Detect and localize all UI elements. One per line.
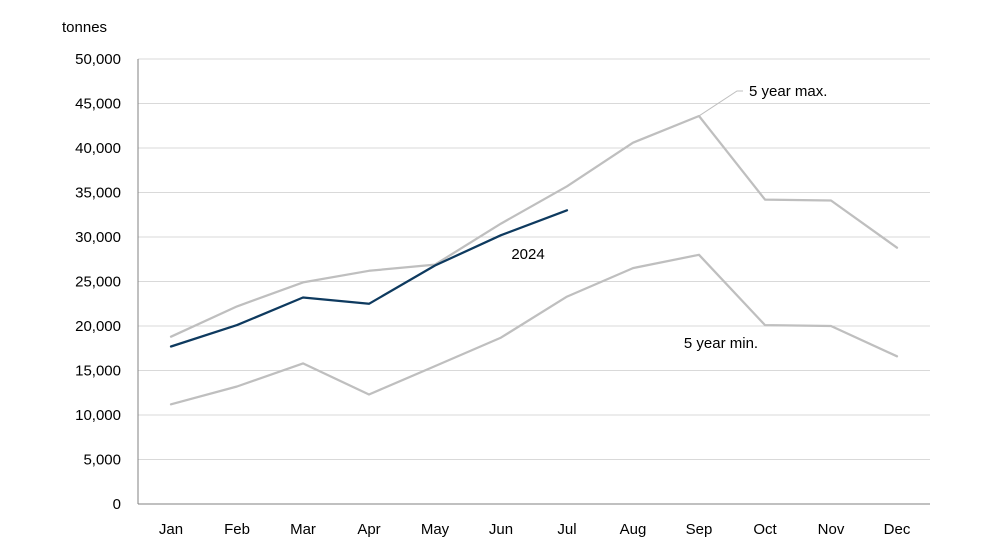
series-line-0 xyxy=(169,114,899,338)
x-tick-label: Oct xyxy=(753,521,777,538)
y-axis-unit-label: tonnes xyxy=(62,19,107,36)
series-label-5-year-min: 5 year min. xyxy=(684,335,758,352)
x-tick-label: Feb xyxy=(224,521,250,538)
y-tick-label: 30,000 xyxy=(75,229,121,246)
y-tick-label: 40,000 xyxy=(75,140,121,157)
y-tick-label: 35,000 xyxy=(75,185,121,202)
y-tick-label: 0 xyxy=(113,496,121,513)
series-label-5-year-max: 5 year max. xyxy=(749,83,827,100)
series-line-1 xyxy=(169,253,899,406)
x-tick-label: Jun xyxy=(489,521,513,538)
y-tick-label: 45,000 xyxy=(75,96,121,113)
x-tick-label: Aug xyxy=(620,521,647,538)
y-tick-label: 20,000 xyxy=(75,318,121,335)
x-tick-label: Jan xyxy=(159,521,183,538)
gridlines xyxy=(138,58,930,460)
x-tick-label: Dec xyxy=(884,521,911,538)
x-tick-label: Nov xyxy=(818,521,845,538)
series-line-2 xyxy=(169,209,569,348)
y-tick-label: 15,000 xyxy=(75,363,121,380)
y-tick-label: 5,000 xyxy=(83,452,121,469)
max-label-leader-line xyxy=(698,90,743,117)
axes xyxy=(137,59,930,505)
x-tick-label: Apr xyxy=(357,521,380,538)
x-tick-label: Jul xyxy=(557,521,576,538)
labels: 0 5,000 10,000 15,000 20,000 25,000 30,000 35,0… xyxy=(62,19,911,538)
y-tick-label: 10,000 xyxy=(75,407,121,424)
series-label-2024: 2024 xyxy=(511,246,544,263)
x-tick-label: Sep xyxy=(686,521,713,538)
series-lines xyxy=(169,114,899,406)
y-tick-label: 25,000 xyxy=(75,274,121,291)
x-tick-label: May xyxy=(421,521,450,538)
x-tick-label: Mar xyxy=(290,521,316,538)
y-tick-label: 50,000 xyxy=(75,51,121,68)
